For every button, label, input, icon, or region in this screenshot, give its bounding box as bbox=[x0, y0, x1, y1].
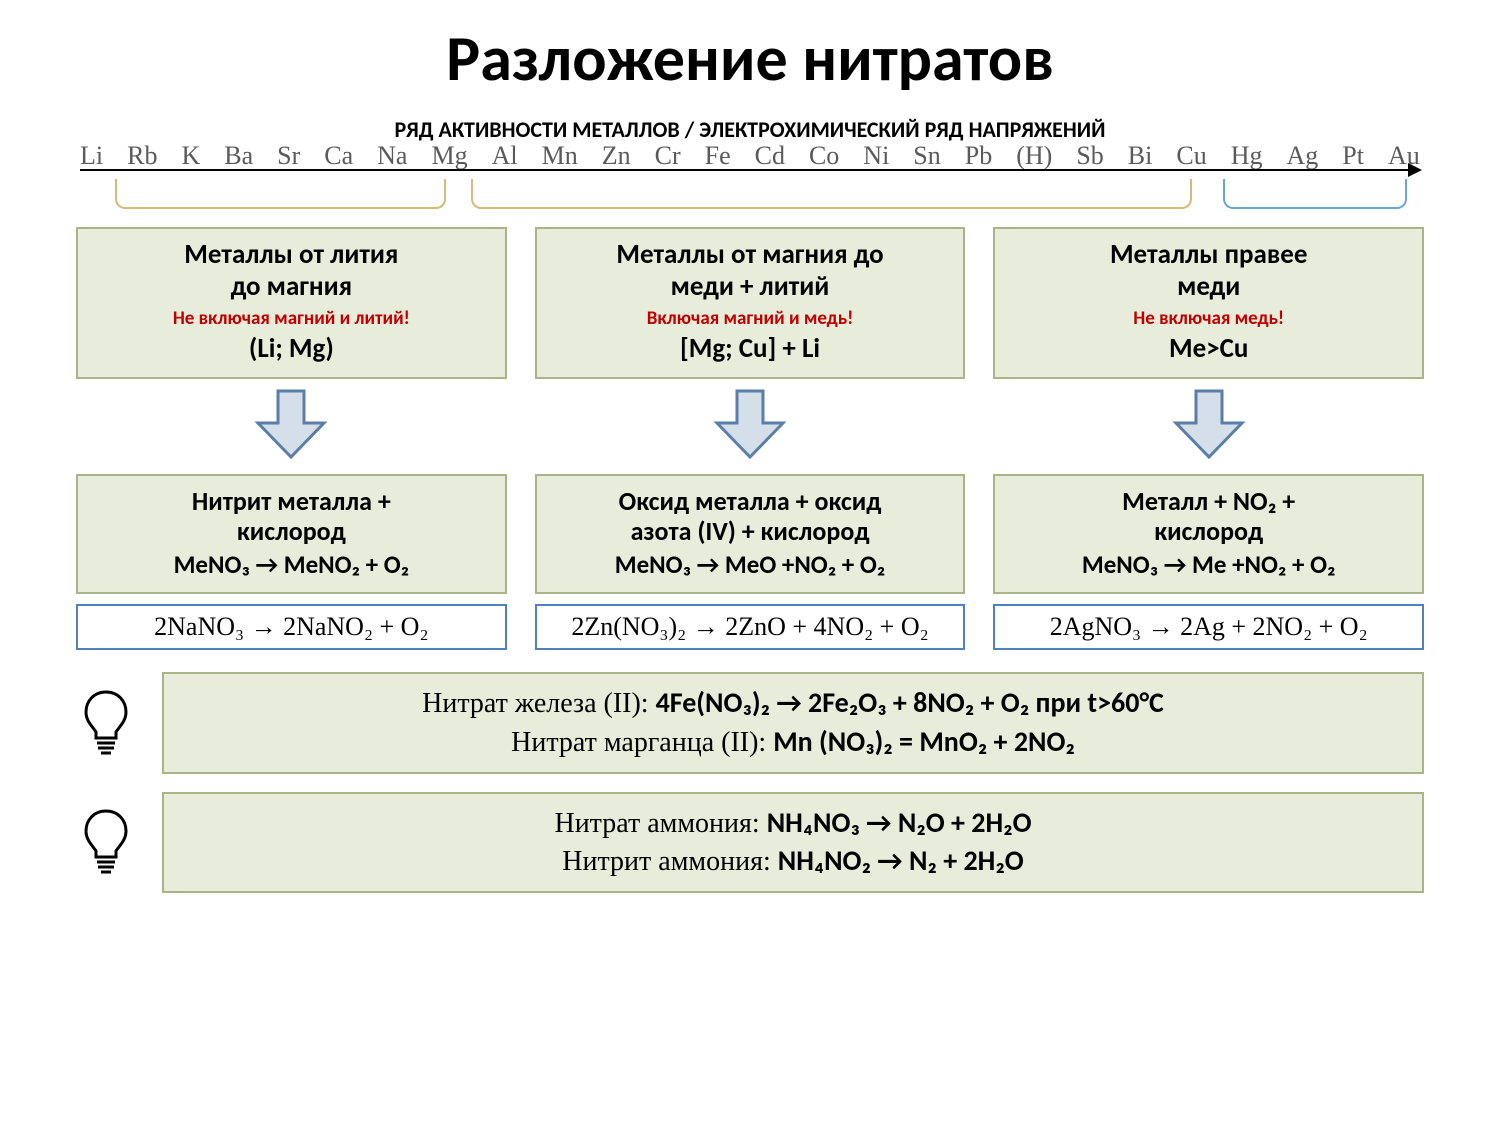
series-element: Sn bbox=[913, 141, 940, 171]
special-line: Нитрат марганца (II): Mn (NO₃)₂ = MnO₂ +… bbox=[176, 723, 1410, 762]
activity-series-axis bbox=[80, 169, 1420, 171]
group-header-box: Металлы правее меди Не включая медь! Me>… bbox=[993, 227, 1424, 379]
series-element: Mn bbox=[542, 141, 578, 171]
columns: Металлы от лития до магния Не включая ма… bbox=[76, 227, 1424, 650]
example-eq: 2Zn(NO₃)₂ → 2ZnO + 4NO₂ + O₂ bbox=[535, 604, 966, 650]
column: Металлы правее меди Не включая медь! Me>… bbox=[993, 227, 1424, 650]
activity-series-elements: Li Rb K Ba Sr Ca Na Mg Al Mn Zn Cr Fe Cd Co Ni Sn Pb (H) Sb… bbox=[80, 141, 1420, 171]
example-eq: 2AgNO₃ → 2Ag + 2NO₂ + O₂ bbox=[993, 604, 1424, 650]
series-element: Pt bbox=[1342, 141, 1364, 171]
arrow-down-icon bbox=[1172, 389, 1246, 459]
result-box: Нитрит металла + кислород MeNO₃ → MeNO₂ … bbox=[76, 474, 507, 594]
series-element: Co bbox=[809, 141, 839, 171]
series-element: Sb bbox=[1076, 141, 1103, 171]
lightbulb-icon bbox=[83, 688, 129, 758]
special-row: Нитрат аммония: NH₄NO₃ → N₂O + 2H₂O Нитр… bbox=[76, 792, 1424, 894]
result-line2: кислород bbox=[1005, 516, 1412, 547]
result-eq: MeNO₃ → Me +NO₂ + O₂ bbox=[1005, 549, 1412, 580]
series-element: Ca bbox=[324, 141, 353, 171]
series-element: Li bbox=[80, 141, 103, 171]
series-element: Ba bbox=[224, 141, 253, 171]
series-element: K bbox=[181, 141, 200, 171]
series-element: Cu bbox=[1176, 141, 1206, 171]
result-line1: Оксид металла + оксид bbox=[547, 486, 954, 517]
group-header-box: Металлы от лития до магния Не включая ма… bbox=[76, 227, 507, 379]
lightbulb-icon bbox=[83, 807, 129, 877]
group-header-line2: до магния bbox=[88, 271, 495, 303]
result-box: Металл + NO₂ + кислород MeNO₃ → Me +NO₂ … bbox=[993, 474, 1424, 594]
series-element: (H) bbox=[1016, 141, 1052, 171]
series-element: Cr bbox=[655, 141, 681, 171]
series-element: Pb bbox=[965, 141, 992, 171]
page-title: Разложение нитратов bbox=[50, 20, 1450, 98]
group-note: Не включая магний и литий! bbox=[88, 307, 495, 330]
series-element: Hg bbox=[1231, 141, 1263, 171]
series-bracket bbox=[115, 179, 446, 209]
series-element: Rb bbox=[127, 141, 157, 171]
activity-series-heading: РЯД АКТИВНОСТИ МЕТАЛЛОВ / ЭЛЕКТРОХИМИЧЕС… bbox=[50, 116, 1450, 143]
series-bracket bbox=[471, 179, 1192, 209]
group-header-box: Металлы от магния до меди + литий Включа… bbox=[535, 227, 966, 379]
result-eq: MeNO₃ → MeNO₂ + O₂ bbox=[88, 549, 495, 580]
group-note: Включая магний и медь! bbox=[547, 307, 954, 330]
activity-series: LiRbKBaSrCaNaMgAlMnZnCrFeCdCoNiSnPb(H)Sb… bbox=[80, 145, 1420, 179]
special-line: Нитрат железа (II): 4Fe(NO₃)₂ → 2Fe₂O₃ +… bbox=[176, 684, 1410, 723]
group-note: Не включая медь! bbox=[1005, 307, 1412, 330]
series-element: Fe bbox=[705, 141, 731, 171]
group-header-line1: Металлы от лития bbox=[88, 239, 495, 271]
column: Металлы от магния до меди + литий Включа… bbox=[535, 227, 966, 650]
result-line2: азота (IV) + кислород bbox=[547, 516, 954, 547]
group-range: (Li; Mg) bbox=[88, 332, 495, 365]
series-element: Al bbox=[492, 141, 518, 171]
group-range: Me>Cu bbox=[1005, 332, 1412, 365]
special-box: Нитрат аммония: NH₄NO₃ → N₂O + 2H₂O Нитр… bbox=[162, 792, 1424, 894]
series-brackets bbox=[80, 179, 1420, 219]
special-row: Нитрат железа (II): 4Fe(NO₃)₂ → 2Fe₂O₃ +… bbox=[76, 672, 1424, 774]
series-element: Na bbox=[377, 141, 407, 171]
series-element: Zn bbox=[602, 141, 631, 171]
group-header-line1: Металлы правее bbox=[1005, 239, 1412, 271]
arrow-down-icon bbox=[713, 389, 787, 459]
series-element: Mg bbox=[431, 141, 467, 171]
series-element: Bi bbox=[1128, 141, 1153, 171]
series-element: Sr bbox=[277, 141, 300, 171]
special-line: Нитрит аммония: NH₄NO₂ → N₂ + 2H₂O bbox=[176, 842, 1410, 881]
result-line1: Металл + NO₂ + bbox=[1005, 486, 1412, 517]
result-line2: кислород bbox=[88, 516, 495, 547]
result-box: Оксид металла + оксид азота (IV) + кисло… bbox=[535, 474, 966, 594]
result-eq: MeNO₃ → MeO +NO₂ + O₂ bbox=[547, 549, 954, 580]
group-range: [Mg; Cu] + Li bbox=[547, 332, 954, 365]
arrow-down-icon bbox=[254, 389, 328, 459]
series-element: Cd bbox=[755, 141, 785, 171]
group-header-line2: меди + литий bbox=[547, 271, 954, 303]
example-eq: 2NaNO₃ → 2NaNO₂ + O₂ bbox=[76, 604, 507, 650]
special-line: Нитрат аммония: NH₄NO₃ → N₂O + 2H₂O bbox=[176, 804, 1410, 843]
group-header-line2: меди bbox=[1005, 271, 1412, 303]
axis-arrowhead-icon bbox=[1408, 163, 1422, 177]
special-box: Нитрат железа (II): 4Fe(NO₃)₂ → 2Fe₂O₃ +… bbox=[162, 672, 1424, 774]
series-element: Ni bbox=[863, 141, 889, 171]
special-cases: Нитрат железа (II): 4Fe(NO₃)₂ → 2Fe₂O₃ +… bbox=[76, 672, 1424, 893]
column: Металлы от лития до магния Не включая ма… bbox=[76, 227, 507, 650]
result-line1: Нитрит металла + bbox=[88, 486, 495, 517]
series-bracket bbox=[1223, 179, 1407, 209]
series-element: Ag bbox=[1287, 141, 1319, 171]
group-header-line1: Металлы от магния до bbox=[547, 239, 954, 271]
